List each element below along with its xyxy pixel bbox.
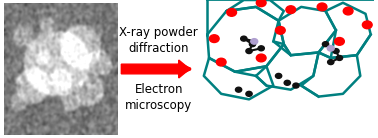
Circle shape — [256, 0, 266, 7]
Circle shape — [284, 80, 290, 85]
Circle shape — [209, 35, 219, 43]
Circle shape — [251, 39, 258, 44]
Circle shape — [249, 42, 256, 47]
Text: X-ray powder: X-ray powder — [119, 26, 198, 39]
Circle shape — [276, 26, 285, 34]
Circle shape — [328, 60, 334, 65]
Text: microscopy: microscopy — [125, 99, 192, 112]
Circle shape — [246, 91, 252, 96]
Circle shape — [235, 87, 242, 92]
Circle shape — [336, 55, 342, 60]
Circle shape — [335, 38, 344, 45]
Circle shape — [286, 6, 296, 14]
Circle shape — [227, 9, 237, 16]
Circle shape — [322, 42, 328, 47]
Circle shape — [293, 83, 299, 88]
Circle shape — [241, 36, 247, 41]
Circle shape — [216, 58, 226, 66]
Circle shape — [327, 46, 334, 51]
Circle shape — [258, 46, 264, 51]
Text: diffraction: diffraction — [129, 42, 189, 55]
Circle shape — [343, 7, 353, 15]
Circle shape — [333, 49, 339, 54]
Text: Electron: Electron — [135, 83, 183, 96]
Circle shape — [246, 49, 252, 54]
Circle shape — [317, 3, 327, 11]
FancyArrow shape — [121, 60, 189, 78]
Circle shape — [256, 54, 266, 62]
Circle shape — [276, 73, 282, 78]
Circle shape — [363, 21, 372, 29]
